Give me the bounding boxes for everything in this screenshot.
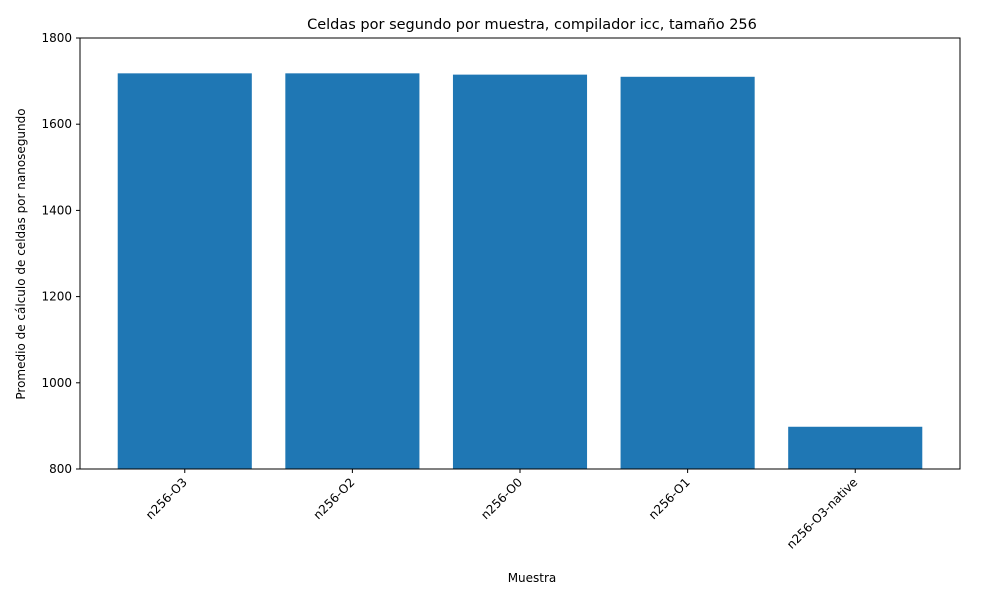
y-tick-label: 1400 [41, 203, 72, 217]
y-axis-label: Promedio de cálculo de celdas por nanose… [14, 108, 28, 399]
y-tick-label: 800 [49, 462, 72, 476]
x-axis-label: Muestra [508, 571, 557, 585]
y-tick-label: 1000 [41, 376, 72, 390]
x-tick-label: n256-O3 [143, 475, 190, 522]
x-tick-label: n256-O2 [311, 475, 358, 522]
chart-title: Celdas por segundo por muestra, compilad… [307, 17, 757, 33]
x-tick-label: n256-O3-native [784, 475, 860, 551]
bars-group [117, 73, 923, 469]
y-axis: 800 1000 1200 1400 1600 1800 [41, 31, 80, 476]
bar-n256-O2 [285, 73, 420, 469]
y-tick-label: 1800 [41, 31, 72, 45]
x-tick-label: n256-O1 [646, 475, 693, 522]
x-tick-label: n256-O0 [478, 475, 525, 522]
bar-n256-O3-native [788, 426, 923, 469]
bar-n256-O0 [452, 74, 588, 469]
bar-n256-O3 [117, 73, 252, 469]
y-tick-label: 1600 [41, 117, 72, 131]
bar-n256-O1 [620, 76, 755, 469]
y-tick-label: 1200 [41, 290, 72, 304]
x-axis: n256-O3 n256-O2 n256-O0 n256-O1 n256-O3-nati… [143, 469, 860, 552]
